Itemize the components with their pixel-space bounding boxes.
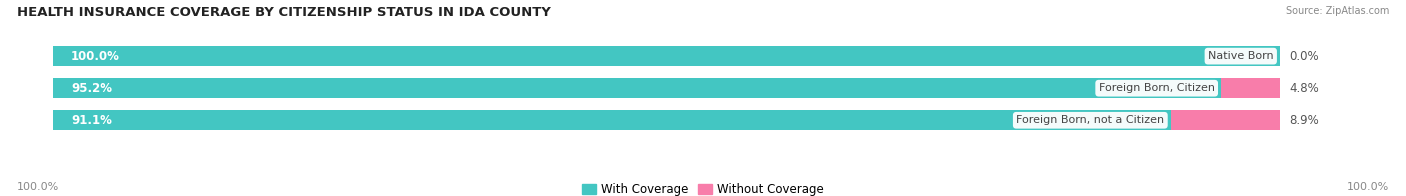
Text: Source: ZipAtlas.com: Source: ZipAtlas.com	[1285, 6, 1389, 16]
Legend: With Coverage, Without Coverage: With Coverage, Without Coverage	[578, 178, 828, 196]
Bar	[52, 78, 1279, 98]
Bar	[52, 46, 1279, 66]
Text: Foreign Born, not a Citizen: Foreign Born, not a Citizen	[1017, 115, 1164, 125]
Text: 100.0%: 100.0%	[17, 182, 59, 192]
Text: Native Born: Native Born	[1208, 51, 1274, 61]
Text: 8.9%: 8.9%	[1289, 114, 1319, 127]
Text: 91.1%: 91.1%	[72, 114, 112, 127]
Text: Foreign Born, Citizen: Foreign Born, Citizen	[1098, 83, 1215, 93]
Bar	[52, 110, 1171, 130]
Bar	[1220, 78, 1279, 98]
Text: 100.0%: 100.0%	[1347, 182, 1389, 192]
Bar	[1171, 110, 1279, 130]
Text: 95.2%: 95.2%	[72, 82, 112, 95]
Bar	[52, 110, 1279, 130]
Text: 100.0%: 100.0%	[72, 50, 120, 63]
Bar	[52, 46, 1279, 66]
Text: HEALTH INSURANCE COVERAGE BY CITIZENSHIP STATUS IN IDA COUNTY: HEALTH INSURANCE COVERAGE BY CITIZENSHIP…	[17, 6, 551, 19]
Text: 4.8%: 4.8%	[1289, 82, 1319, 95]
Text: 0.0%: 0.0%	[1289, 50, 1319, 63]
Bar	[52, 78, 1220, 98]
